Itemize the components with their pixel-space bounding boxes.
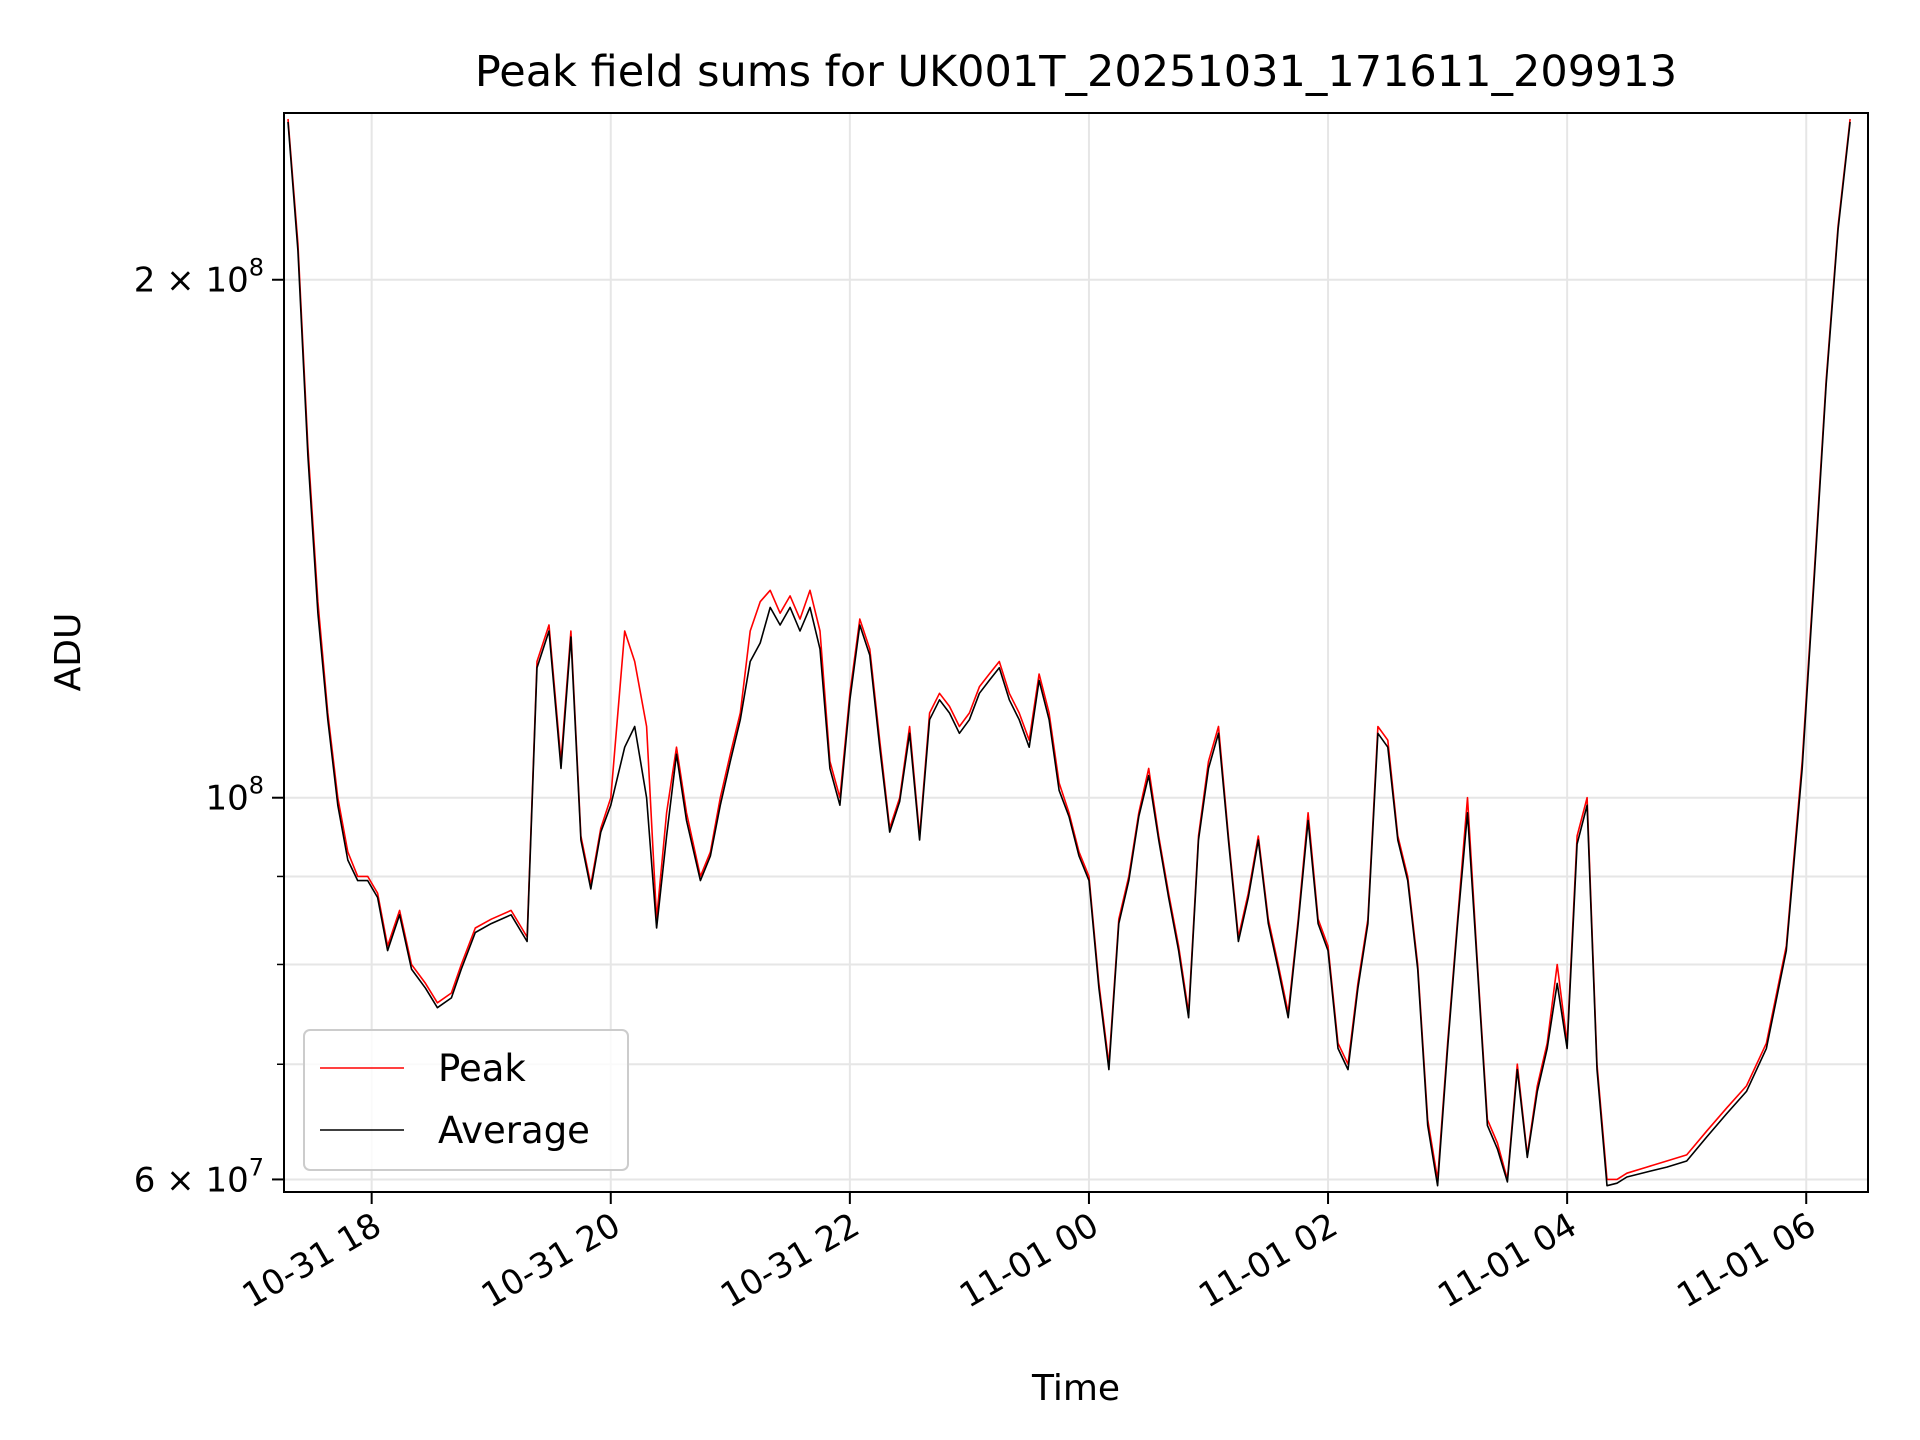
y-tick-exponent: 7 [249, 1153, 264, 1181]
y-tick-label: 2 × 108 [134, 254, 264, 301]
y-axis-ticks: 6 × 107 108 2 × 108 [134, 254, 284, 1200]
y-tick-label: 6 × 107 [134, 1153, 264, 1200]
legend-box [303, 1029, 629, 1171]
plot-frame [283, 112, 1869, 1193]
y-tick-mantissa: 2 [134, 261, 156, 301]
plot-lines [287, 118, 1851, 1187]
legend: Peak Average [303, 1029, 629, 1171]
legend-label-peak: Peak [438, 1047, 526, 1090]
y-tick-label: 108 [205, 772, 264, 819]
x-axis-label: Time [1031, 1368, 1120, 1409]
chart-title: Peak field sums for UK001T_20251031_1716… [475, 47, 1677, 97]
y-tick-exponent: 8 [249, 254, 264, 282]
y-axis-label: ADU [48, 613, 89, 692]
series-line-average [287, 121, 1851, 1187]
y-tick-exponent: 8 [249, 772, 264, 800]
y-tick-mantissa: 6 [134, 1160, 156, 1200]
legend-label-average: Average [438, 1109, 590, 1152]
